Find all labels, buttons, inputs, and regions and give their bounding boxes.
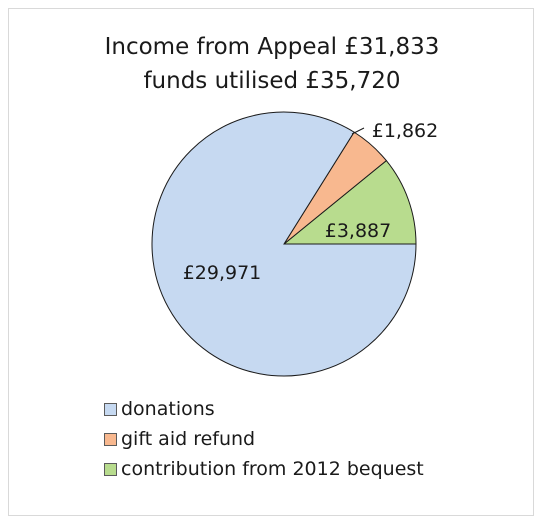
legend-item-donations: donations (104, 394, 424, 424)
pie-slice-contribution (282, 159, 417, 245)
legend-item-gift-aid-refund: gift aid refund (104, 424, 424, 454)
chart-title: Income from Appeal £31,833 funds utilise… (0, 30, 544, 98)
legend-label-donations: donations (121, 398, 215, 420)
chart-title-line-1: Income from Appeal £31,833 (104, 34, 440, 60)
legend-label-gift-aid-refund: gift aid refund (121, 428, 256, 450)
leader-line-gift-aid-refund (351, 127, 365, 135)
legend-swatch-donations (104, 402, 117, 416)
data-label-contribution: £3,887 (325, 220, 391, 242)
data-label-gift-aid-refund: £1,862 (372, 120, 438, 142)
chart-legend: donations gift aid refund contribution f… (104, 394, 424, 484)
legend-swatch-gift-aid-refund (104, 432, 117, 446)
legend-swatch-contribution (104, 462, 117, 476)
legend-label-contribution: contribution from 2012 bequest (121, 458, 424, 480)
chart-title-line-2: funds utilised £35,720 (143, 68, 401, 94)
pie-slice-donations (151, 111, 417, 377)
legend-item-contribution: contribution from 2012 bequest (104, 454, 424, 484)
data-label-donations: £29,971 (183, 262, 262, 284)
